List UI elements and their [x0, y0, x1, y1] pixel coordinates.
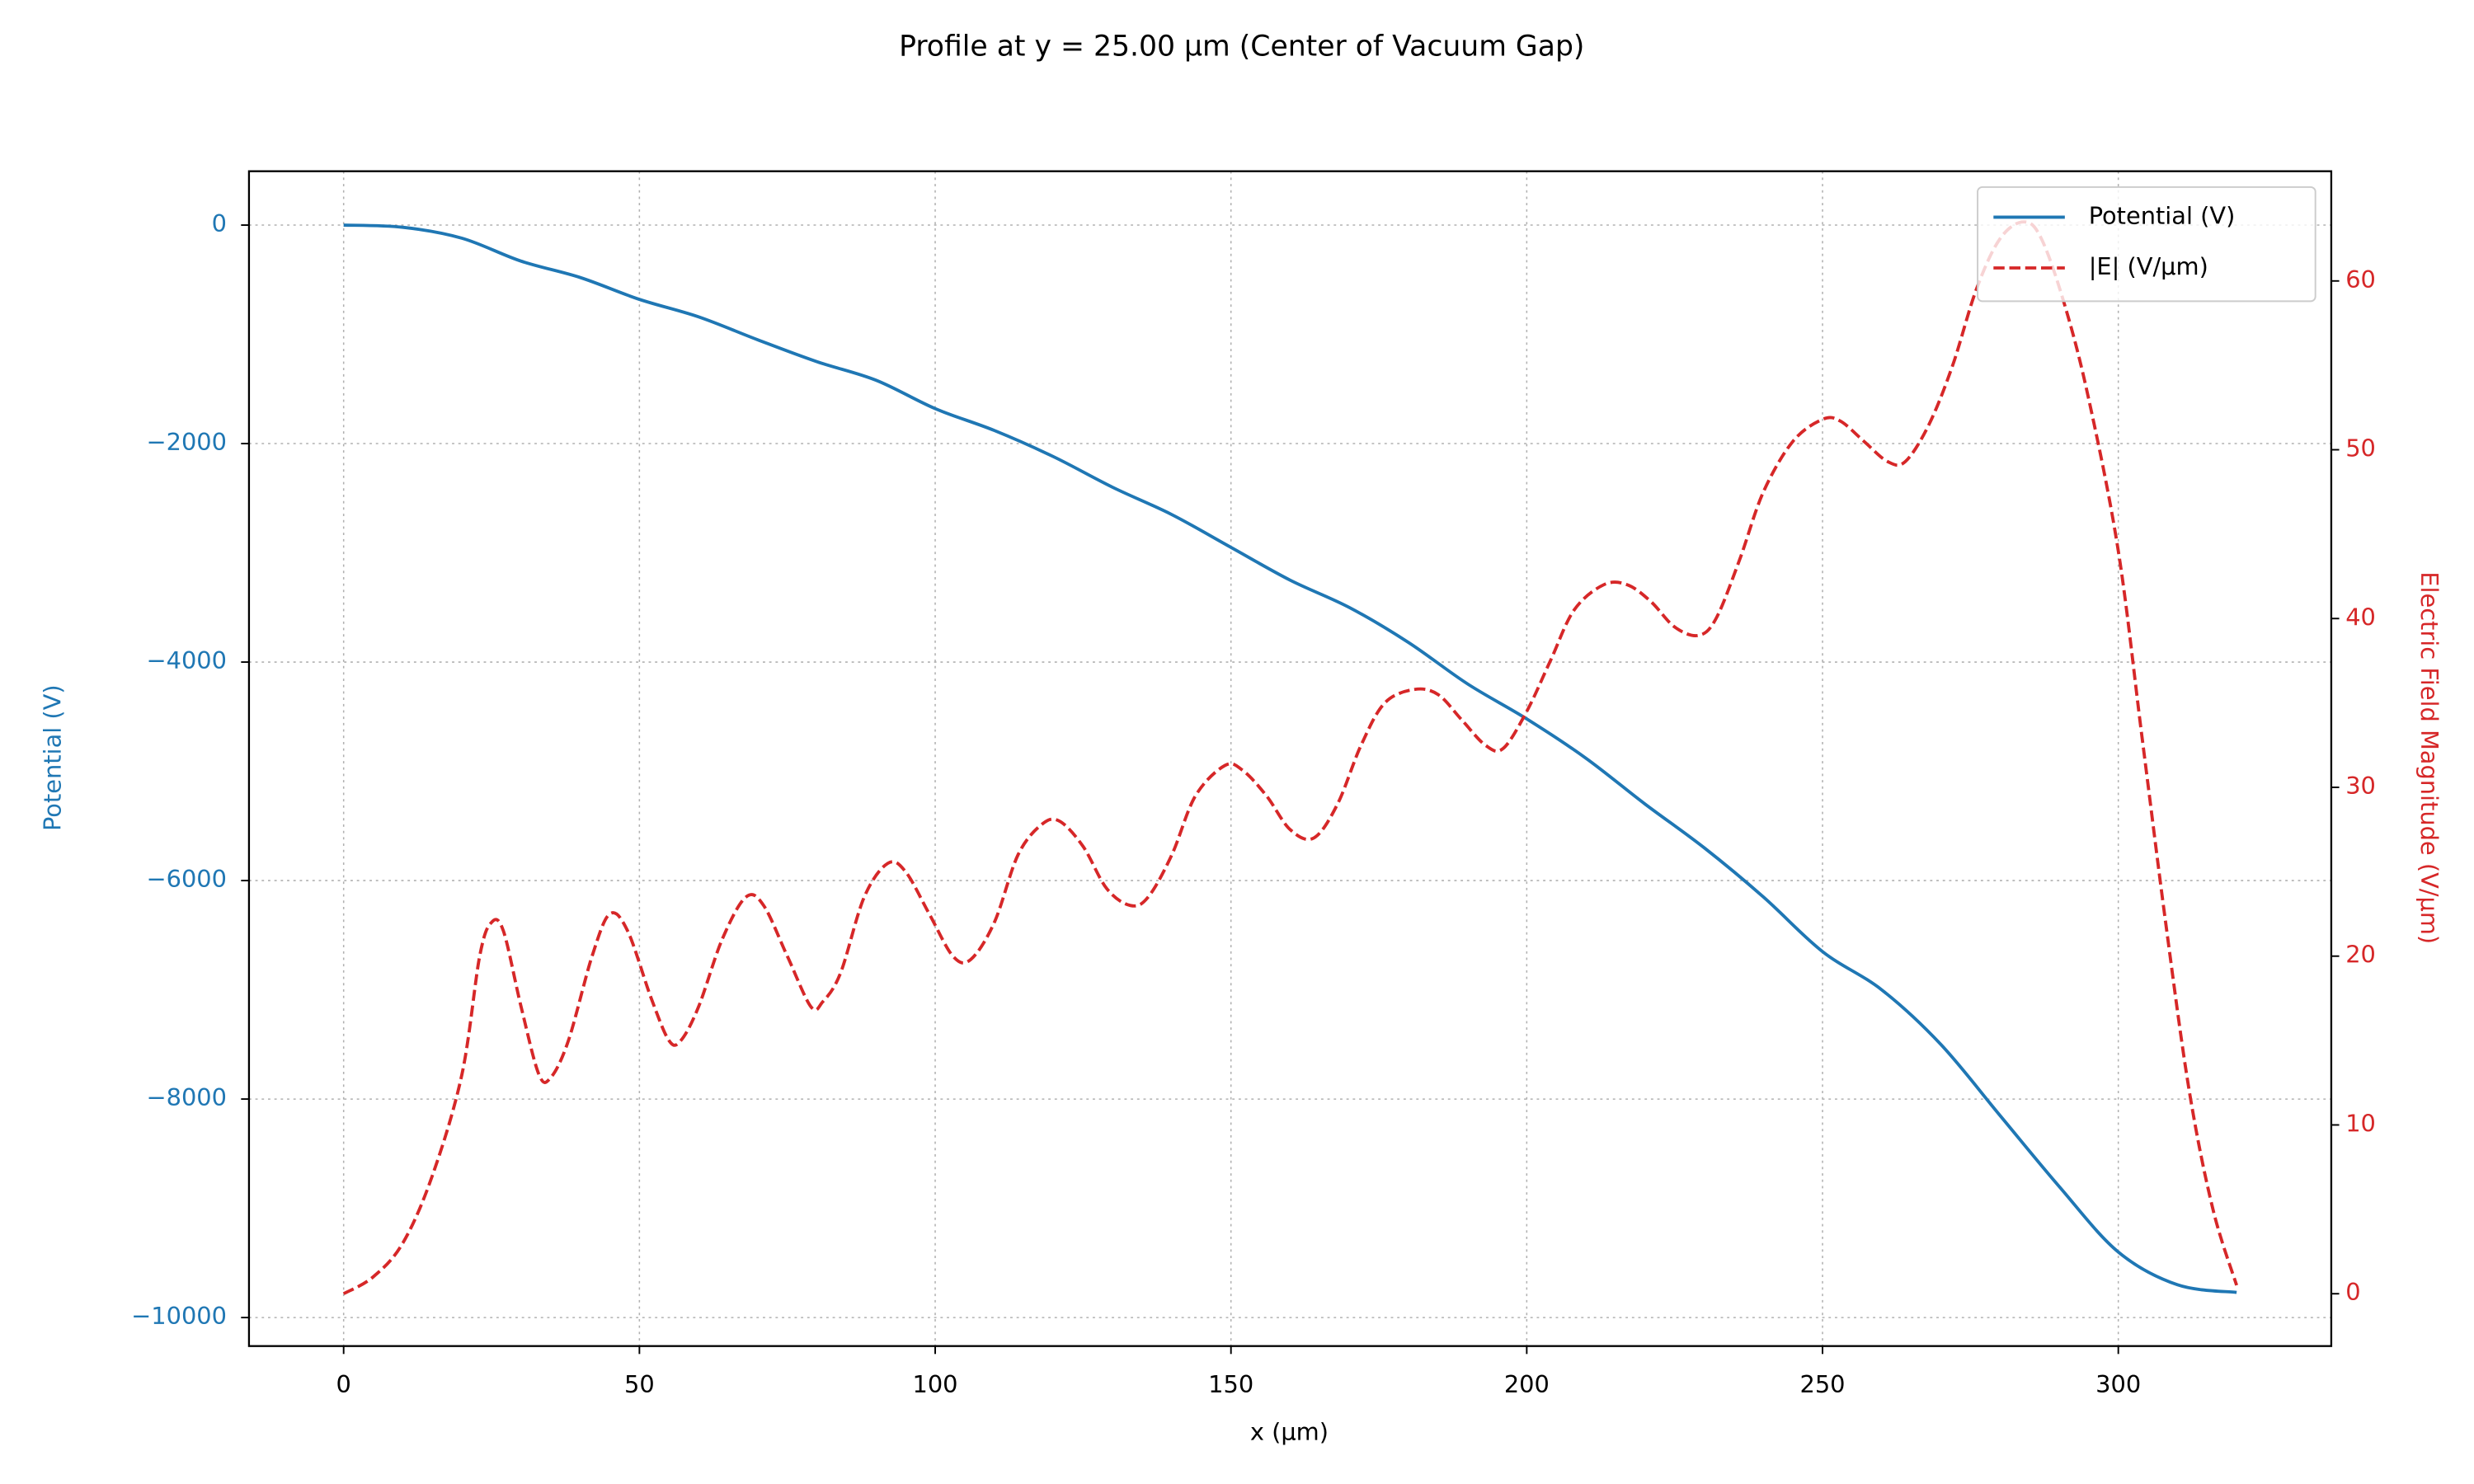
legend-label: |E| (V/µm) — [2089, 252, 2208, 280]
x-tick-label: 250 — [1800, 1370, 1846, 1398]
y2-tick-label: 40 — [2345, 603, 2376, 631]
y2-tick-label: 30 — [2345, 772, 2376, 800]
chart-title: Profile at y = 25.00 µm (Center of Vacuu… — [899, 31, 1584, 63]
x-tick-label: 0 — [336, 1370, 351, 1398]
y2-tick-label: 10 — [2345, 1109, 2376, 1137]
data-line — [342, 220, 2238, 1295]
x-tick-label: 300 — [2095, 1370, 2141, 1398]
plot-frame — [247, 170, 2333, 1347]
y2-tick-label: 60 — [2345, 265, 2376, 294]
y2-tick-label: 50 — [2345, 434, 2376, 463]
y-tick-label: 0 — [212, 209, 227, 237]
y-tick-label: −6000 — [146, 865, 227, 893]
y-tick-label: −8000 — [146, 1083, 227, 1111]
y2-tick-label: 0 — [2345, 1278, 2360, 1306]
y2-axis-label: Electric Field Magnitude (V/µm) — [2415, 571, 2443, 944]
x-tick-label: 50 — [624, 1370, 655, 1398]
x-tick-label: 150 — [1208, 1370, 1253, 1398]
legend-label: Potential (V) — [2089, 201, 2236, 229]
y2-tick-label: 20 — [2345, 941, 2376, 969]
x-axis-label: x (µm) — [1250, 1417, 1329, 1445]
x-tick-label: 200 — [1504, 1370, 1550, 1398]
y-tick-label: −2000 — [146, 428, 227, 456]
y-axis-label: Potential (V) — [38, 684, 66, 831]
x-tick-label: 100 — [913, 1370, 958, 1398]
data-line — [343, 223, 2237, 1294]
y-tick-label: −4000 — [146, 646, 227, 674]
y-tick-label: −10000 — [131, 1302, 227, 1330]
